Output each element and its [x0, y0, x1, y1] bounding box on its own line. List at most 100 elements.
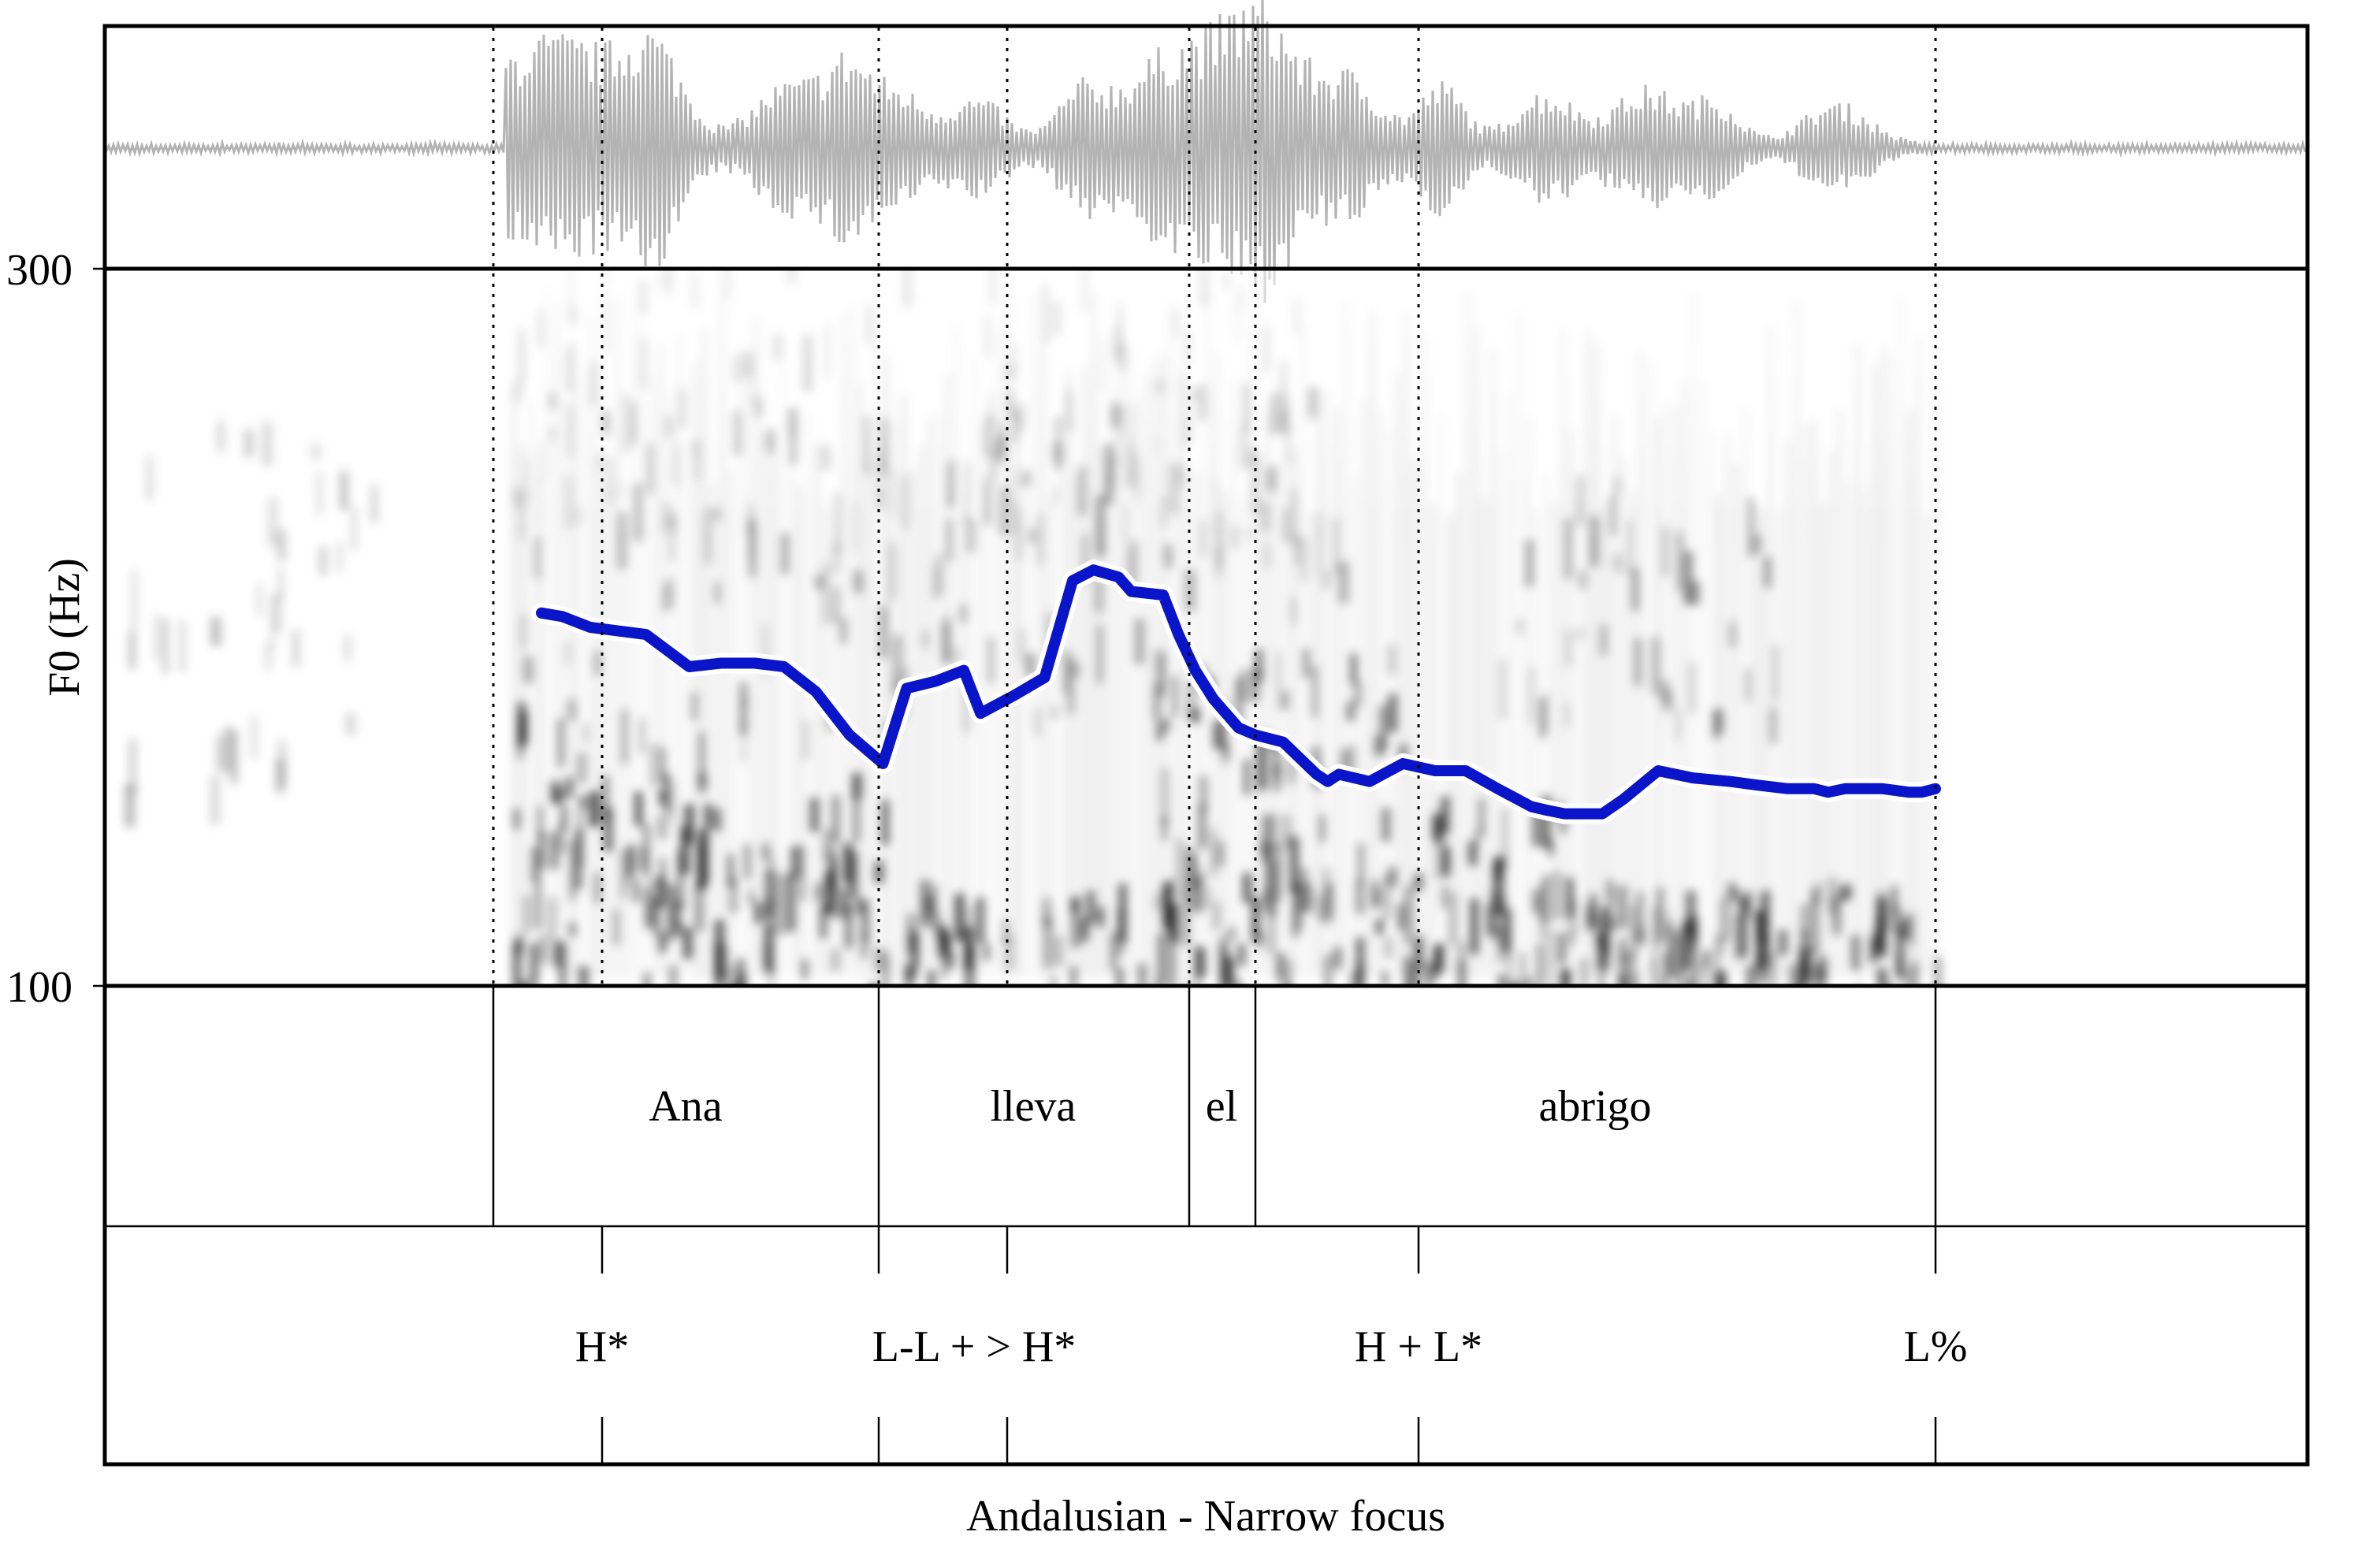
spectrogram-texture: [684, 804, 694, 845]
spectrogram-texture: [1240, 669, 1248, 702]
spectrogram-texture: [1323, 571, 1330, 589]
spectrogram-texture: [1877, 904, 1884, 948]
spectrogram-texture: [737, 973, 746, 986]
spectrogram-texture: [1372, 880, 1378, 908]
spectrogram-texture: [319, 546, 327, 575]
spectrogram-texture: [567, 698, 577, 721]
spectrogram-texture: [622, 709, 628, 764]
spectrogram-texture: [257, 583, 262, 616]
tone-h-l-star: H + L*: [1355, 1322, 1482, 1371]
tone-l-percent: L%: [1904, 1322, 1968, 1371]
spectrogram-texture: [644, 972, 650, 986]
spectrogram-texture: [1910, 958, 1918, 986]
spectrogram-striation: [582, 367, 585, 977]
spectrogram-texture: [1744, 668, 1752, 701]
spectrogram-texture: [1164, 718, 1170, 733]
spectrogram-texture: [1433, 946, 1441, 978]
spectrogram-striation: [1483, 495, 1486, 977]
spectrogram-texture: [1404, 886, 1414, 945]
spectrogram-texture: [653, 897, 661, 937]
spectrogram-striation: [1223, 491, 1226, 977]
spectrogram-texture: [1158, 933, 1164, 986]
spectrogram-texture: [230, 730, 238, 784]
spectrogram-texture: [1153, 979, 1162, 986]
spectrogram-texture: [275, 759, 285, 794]
spectrogram-texture: [1388, 866, 1396, 887]
spectrogram-texture: [1383, 875, 1390, 920]
spectrogram-striation: [1006, 299, 1010, 978]
spectrogram-striation: [1925, 513, 1928, 977]
spectrogram-texture: [128, 630, 136, 669]
spectrogram-texture: [1727, 883, 1736, 899]
spectrogram-striation: [703, 328, 706, 978]
spectrogram-striation: [1180, 369, 1183, 977]
word-el: el: [1206, 1082, 1237, 1131]
spectrogram-texture: [1294, 883, 1303, 931]
spectrogram-striation: [1691, 288, 1694, 977]
spectrogram-striation: [1188, 462, 1192, 977]
spectrogram-texture: [1199, 775, 1208, 810]
spectrogram-texture: [1062, 649, 1069, 694]
spectrogram-striation: [772, 433, 775, 977]
spectrogram-texture: [945, 950, 954, 969]
spectrogram-texture: [932, 884, 937, 929]
spectrogram-striation: [1804, 423, 1807, 977]
spectrogram-striation: [1362, 398, 1365, 978]
spectrogram-texture: [125, 784, 136, 827]
spectrogram-striation: [1752, 505, 1755, 977]
spectrogram-texture: [1935, 956, 1942, 986]
spectrogram-texture: [699, 732, 705, 784]
spectrogram-texture: [1414, 873, 1423, 891]
spectrogram-texture: [1499, 974, 1505, 986]
spectrogram-texture: [547, 897, 556, 939]
spectrogram-texture: [1388, 694, 1397, 732]
spectrogram-texture: [815, 575, 824, 589]
spectrogram-texture: [1172, 675, 1177, 717]
spectrogram-texture: [1910, 911, 1915, 949]
spectrogram-texture: [842, 843, 853, 884]
spectrogram-striation: [1128, 349, 1131, 978]
spectrogram-texture: [739, 682, 748, 736]
spectrogram-texture: [1540, 883, 1545, 940]
spectrogram-striation: [1336, 407, 1339, 977]
spectrogram-striation: [1535, 508, 1538, 977]
spectrogram-texture: [1631, 567, 1639, 612]
spectrogram-texture: [273, 593, 282, 634]
spectrogram-texture: [928, 970, 935, 986]
spectrogram-texture: [292, 630, 299, 667]
spectrogram-texture: [664, 773, 670, 813]
spectrogram-texture: [1746, 965, 1756, 986]
spectrogram-texture: [749, 889, 753, 906]
spectrogram-texture: [1159, 651, 1166, 697]
spectrogram-texture: [620, 849, 626, 900]
spectrogram-texture: [1564, 628, 1572, 667]
spectrogram-texture: [1066, 655, 1075, 715]
spectrogram-striation: [512, 380, 515, 978]
spectrogram-striation: [1579, 500, 1582, 977]
spectrogram-texture: [531, 846, 541, 883]
tone-l-l-h-star: L-L + > H*: [872, 1322, 1077, 1371]
spectrogram-striation: [1709, 429, 1712, 977]
spectrogram-striation: [885, 356, 888, 977]
spectrogram-texture: [1191, 854, 1197, 889]
spectrogram-texture: [860, 936, 868, 958]
spectrogram-texture: [1903, 969, 1909, 986]
spectrogram-texture: [922, 630, 928, 649]
spectrogram-texture: [641, 824, 651, 877]
spectrogram-texture: [1351, 972, 1355, 986]
spectrogram-texture: [570, 840, 575, 901]
spectrogram-texture: [1606, 883, 1615, 911]
spectrogram-texture: [162, 618, 168, 674]
spectrogram-striation: [1830, 448, 1833, 977]
spectrogram-striation: [1839, 410, 1842, 977]
spectrogram-striation: [1110, 392, 1114, 978]
spectrogram-texture: [1286, 960, 1292, 984]
spectrogram-striation: [1353, 475, 1356, 977]
spectrogram-striation: [1396, 372, 1400, 977]
spectrogram-striation: [1232, 380, 1235, 977]
spectrogram-striation: [1778, 508, 1781, 977]
spectrogram-striation: [564, 400, 567, 977]
spectrogram-striation: [1414, 459, 1417, 977]
spectrogram-texture: [1604, 954, 1612, 971]
